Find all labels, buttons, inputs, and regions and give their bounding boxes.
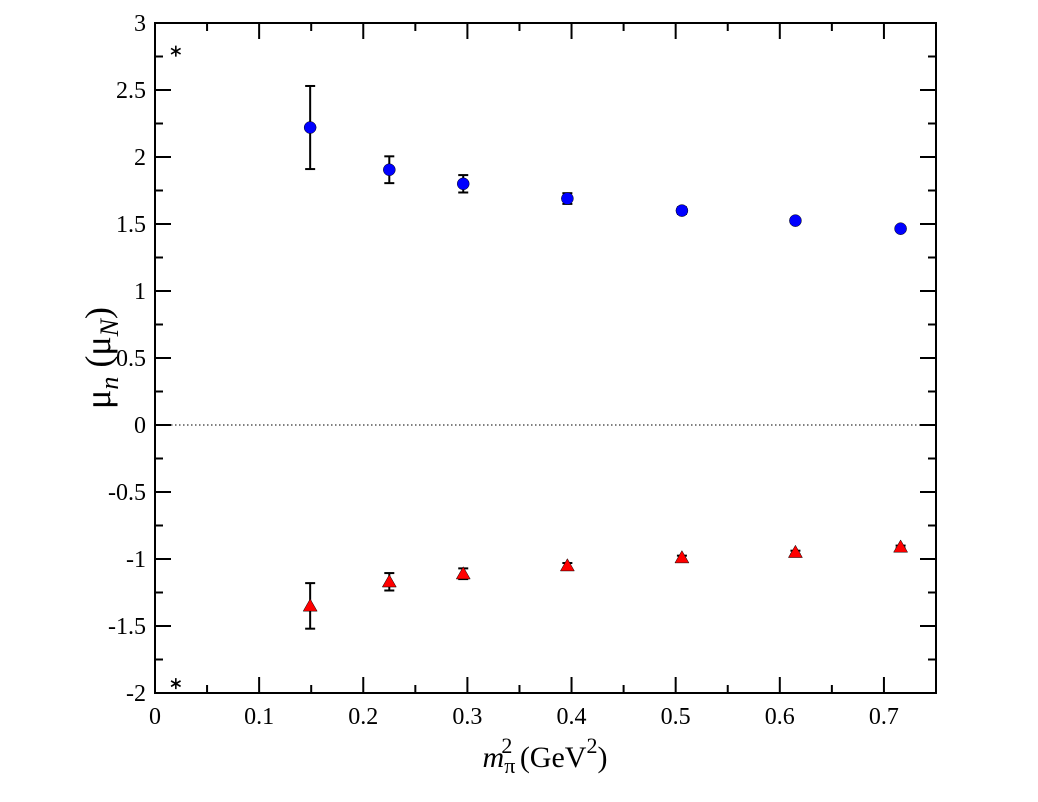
x-tick-label: 0.4 [557,704,587,730]
y-axis-label-unit-sub: N [95,317,124,337]
data-point-triangle [559,558,575,572]
x-axis-label-sub: π [504,753,515,778]
x-tick-label: 0.5 [661,704,691,730]
star-stroke [170,680,181,688]
y-tick-label: 1.5 [116,212,146,238]
data-point-triangle [787,544,803,558]
tick-labels: 0 0.1 0.2 0.3 0.4 0.5 0.6 0.7 -2 -1.5 -1 -0.5 0 0.5 1 1… [108,11,899,730]
y-axis-label-sub: n [95,377,124,390]
data-points [170,45,909,690]
x-tick-label: 0.6 [765,704,795,730]
data-point-circle [561,192,574,205]
data-point-circle [303,121,317,134]
x-axis-label-sup: 2 [501,733,512,758]
y-tick-label: 2.5 [116,78,146,104]
data-point-triangle [893,539,909,553]
data-point-circle [789,214,802,227]
data-point-star [170,678,181,690]
y-tick-label: -1 [126,547,146,573]
y-tick-label: 1 [134,279,146,305]
y-axis-label: μn (μN) [78,307,124,409]
data-point-circle [383,163,396,176]
data-point-triangle [674,550,690,564]
data-point-triangle [302,598,318,612]
x-tick-label: 0.2 [348,704,378,730]
x-axis-label-unit-sup: 2 [586,733,597,758]
x-tick-label: 0.7 [869,704,899,730]
y-tick-label: -0.5 [108,480,146,506]
data-point-triangle [455,566,471,580]
x-tick-label: 0.1 [244,704,274,730]
data-point-star [170,45,181,57]
y-axis-label-close: ) [78,307,118,319]
y-tick-label: 2 [134,145,146,171]
y-tick-label: -1.5 [108,614,146,640]
data-point-circle [894,222,907,235]
x-axis-label-main: m [483,741,505,774]
data-point-circle [456,177,470,191]
x-tick-label: 0.3 [452,704,482,730]
x-axis-label: mπ2 (GeV2) [483,733,608,778]
plot-frame [154,22,937,694]
tick-marks [154,22,936,694]
y-axis-label-unit-open: (μ [78,336,118,376]
y-tick-label: 0.5 [116,346,146,372]
y-axis-label-main: μ [78,390,118,409]
x-tick-label: 0 [149,704,161,730]
y-tick-label: 3 [134,11,146,37]
x-axis-label-close: ) [597,741,607,774]
star-stroke [170,47,181,55]
data-point-triangle [381,574,397,588]
data-point-circle [675,204,689,217]
y-tick-label: 0 [134,413,146,439]
y-tick-label: -2 [126,681,146,707]
x-axis-label-unit: (GeV [512,741,586,774]
